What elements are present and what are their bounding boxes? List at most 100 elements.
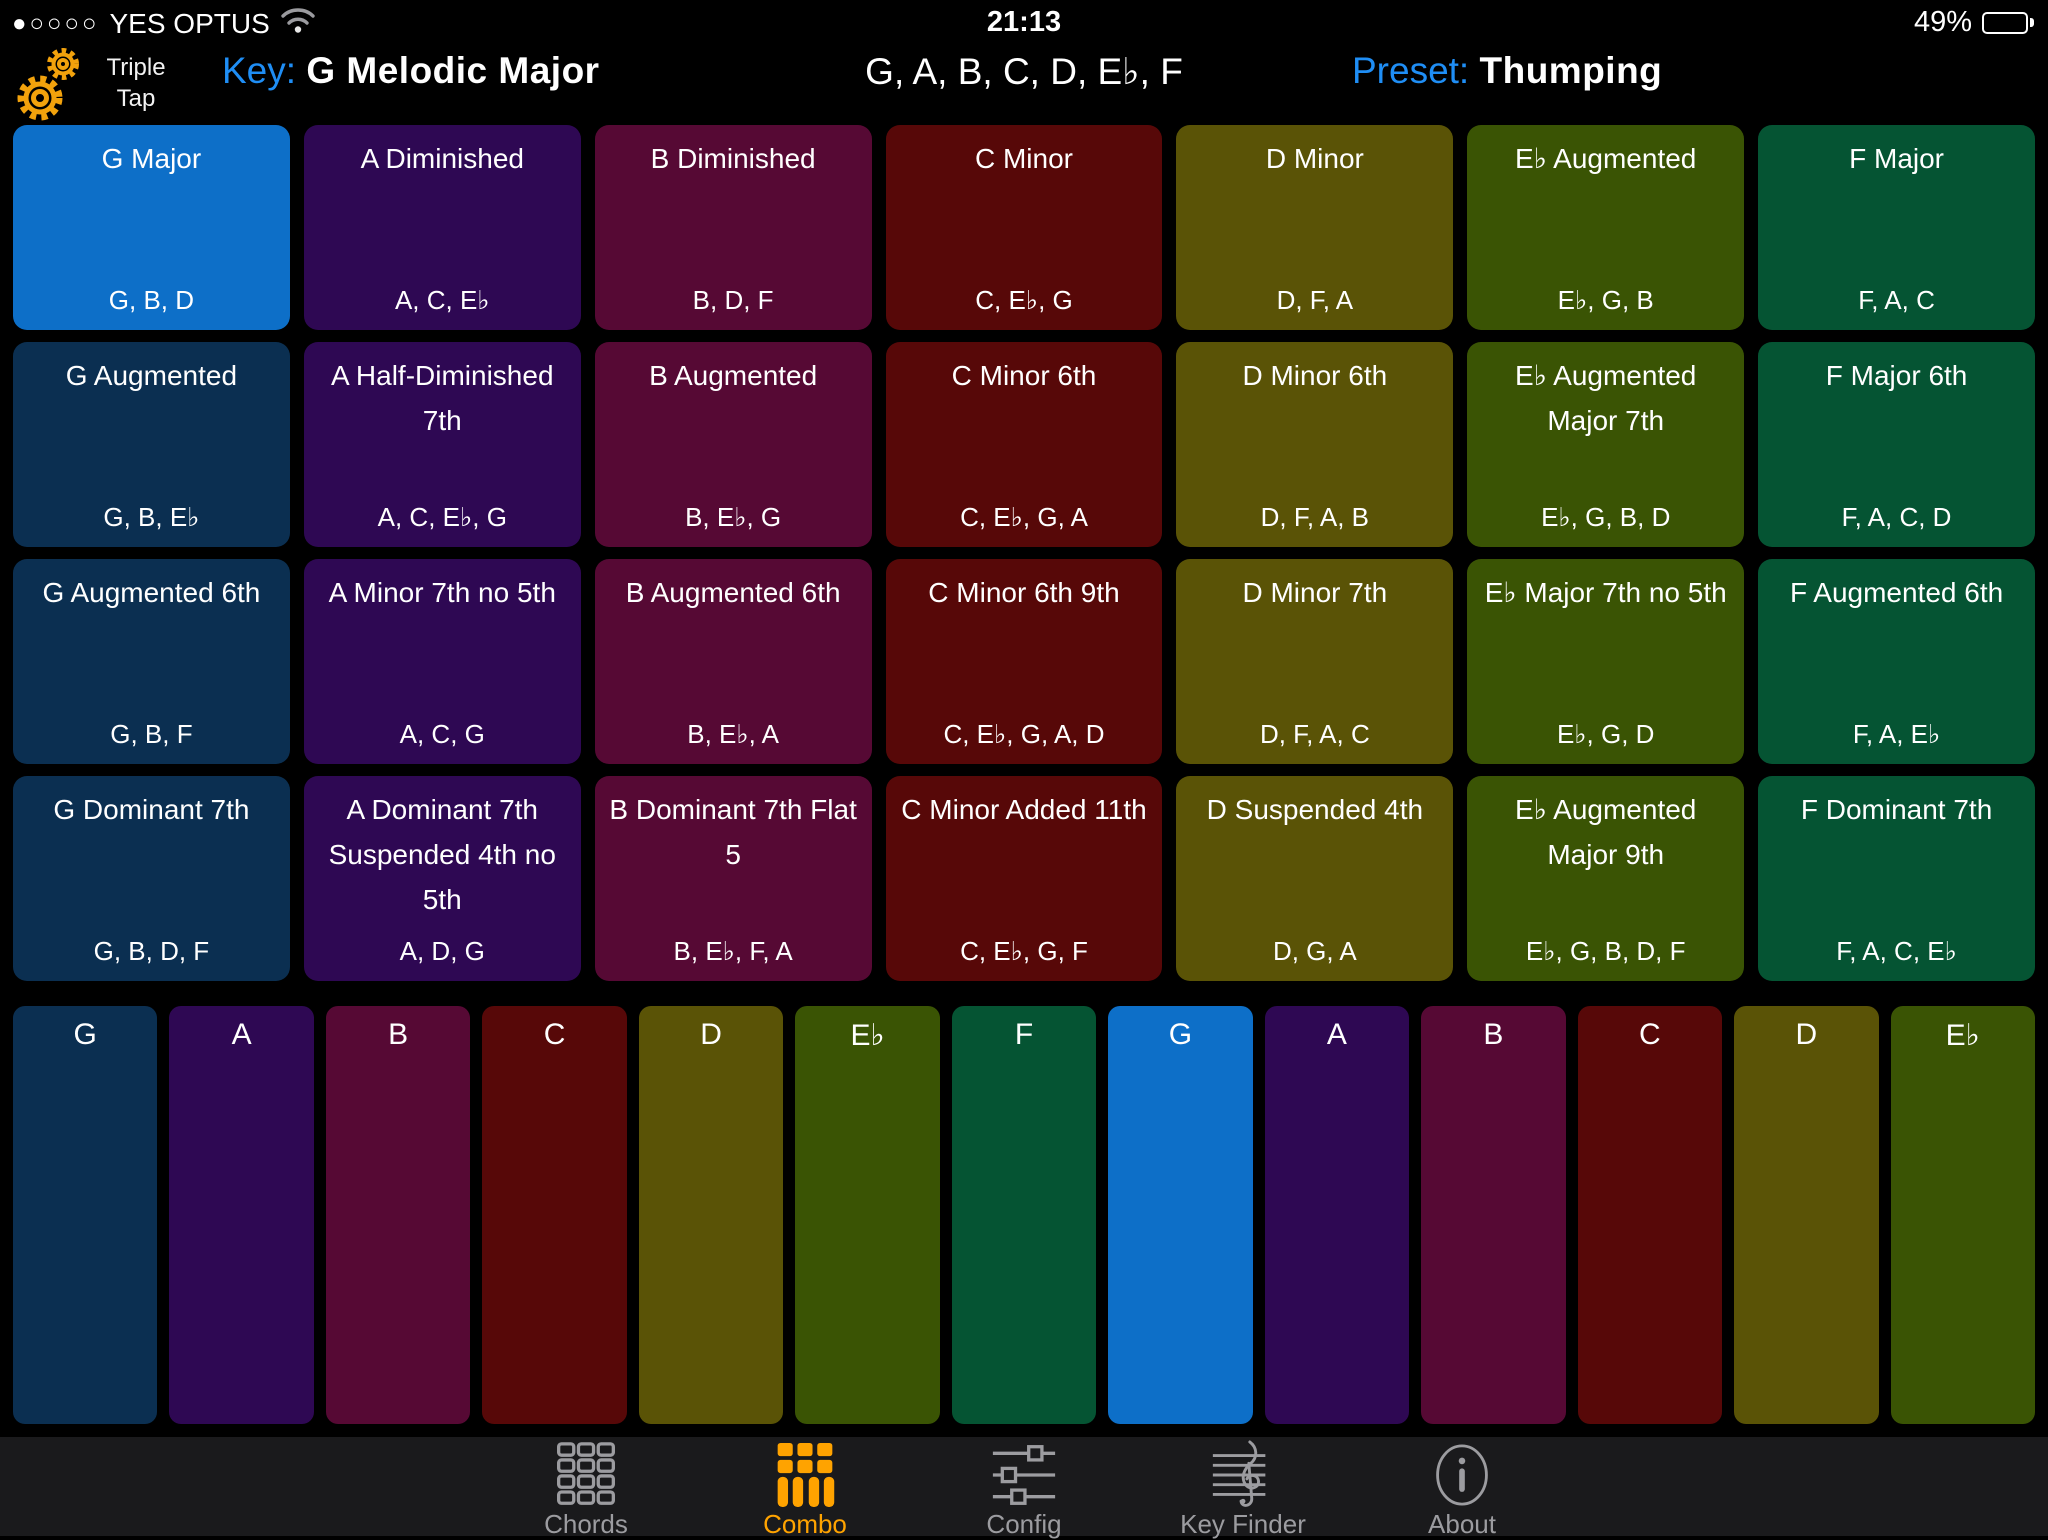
note-key-g-7[interactable]: G bbox=[1108, 1006, 1253, 1424]
chord-cell-a-half-diminished-7th[interactable]: A Half-Diminished 7th A, C, E♭, G bbox=[303, 342, 581, 547]
chord-notes: F, A, C, E♭ bbox=[1836, 936, 1957, 966]
chord-cell-d-minor[interactable]: D Minor D, F, A bbox=[1176, 125, 1454, 330]
chord-notes: C, E♭, G bbox=[975, 285, 1073, 315]
chord-cell-g-augmented-6th[interactable]: G Augmented 6th G, B, F bbox=[13, 559, 290, 764]
triple-tap-hint: Triple Tap bbox=[106, 54, 166, 113]
chord-cell-g-augmented[interactable]: G Augmented G, B, E♭ bbox=[13, 342, 290, 547]
note-key-f-6[interactable]: F bbox=[951, 1006, 1097, 1424]
chord-name: D Minor 6th bbox=[1242, 360, 1388, 391]
tab-about[interactable]: About bbox=[1353, 1437, 1572, 1540]
status-bar-left: ●○○○○ YES OPTUS bbox=[12, 6, 316, 41]
chord-name: F Major 6th bbox=[1825, 360, 1968, 391]
signal-strength-icon: ●○○○○ bbox=[12, 9, 100, 37]
settings-gear-button[interactable] bbox=[14, 42, 86, 126]
chord-notes: B, E♭, A bbox=[687, 719, 779, 749]
chord-grid: G Major G, B, D A Diminished A, C, E♭ B Dimi… bbox=[13, 125, 2035, 981]
chord-cell-eb-augmented-major-9th[interactable]: E♭ Augmented Major 9th E♭, G, B, D, F bbox=[1467, 776, 1745, 981]
chord-name: A Dominant 7th Suspended 4th no 5th bbox=[328, 794, 556, 915]
chord-name: G Augmented bbox=[65, 360, 238, 391]
chord-cell-d-minor-7th[interactable]: D Minor 7th D, F, A, C bbox=[1176, 559, 1454, 764]
wifi-icon bbox=[280, 6, 316, 41]
chord-cell-b-diminished[interactable]: B Diminished B, D, F bbox=[594, 125, 872, 330]
chord-name: D Minor 7th bbox=[1242, 577, 1388, 608]
chord-name: C Minor 6th bbox=[951, 360, 1097, 391]
chord-cell-c-minor[interactable]: C Minor C, E♭, G bbox=[885, 125, 1163, 330]
note-key-b-2[interactable]: B bbox=[325, 1006, 471, 1424]
config-icon bbox=[989, 1443, 1059, 1507]
tab-label: Chords bbox=[544, 1509, 628, 1539]
chord-name: A Half-Diminished 7th bbox=[331, 360, 554, 436]
note-key-c-3[interactable]: C bbox=[482, 1006, 627, 1424]
chord-cell-d-minor-6th[interactable]: D Minor 6th D, F, A, B bbox=[1176, 342, 1454, 547]
note-key-d-4[interactable]: D bbox=[638, 1006, 784, 1424]
chord-notes: A, C, E♭, G bbox=[377, 502, 507, 532]
chord-cell-eb-major-7th-no-5th[interactable]: E♭ Major 7th no 5th E♭, G, D bbox=[1467, 559, 1745, 764]
chord-cell-eb-augmented[interactable]: E♭ Augmented E♭, G, B bbox=[1467, 125, 1745, 330]
chord-cell-b-augmented-6th[interactable]: B Augmented 6th B, E♭, A bbox=[594, 559, 872, 764]
tab-key-finder[interactable]: Key Finder bbox=[1134, 1437, 1353, 1540]
chord-name: B Dominant 7th Flat 5 bbox=[609, 794, 857, 870]
tab-combo[interactable]: Combo bbox=[696, 1437, 915, 1540]
chord-cell-c-minor-added-11th[interactable]: C Minor Added 11th C, E♭, G, F bbox=[885, 776, 1163, 981]
note-key-eb-12[interactable]: E♭ bbox=[1890, 1006, 2035, 1424]
chord-name: E♭ Major 7th no 5th bbox=[1484, 577, 1727, 608]
keyfinder-icon bbox=[1210, 1440, 1276, 1507]
chord-name: G Dominant 7th bbox=[53, 794, 250, 825]
chord-notes: A, C, G bbox=[399, 719, 485, 749]
chord-cell-eb-augmented-major-7th[interactable]: E♭ Augmented Major 7th E♭, G, B, D bbox=[1467, 342, 1745, 547]
chord-cell-f-dominant-7th[interactable]: F Dominant 7th F, A, C, E♭ bbox=[1758, 776, 2035, 981]
chord-name: C Minor 6th 9th bbox=[928, 577, 1120, 608]
chord-name: E♭ Augmented bbox=[1515, 143, 1697, 174]
scale-notes: G, A, B, C, D, E♭, F bbox=[865, 51, 1183, 92]
note-key-a-8[interactable]: A bbox=[1264, 1006, 1410, 1424]
chord-cell-a-dominant-7th-suspended-4th-no-5th[interactable]: A Dominant 7th Suspended 4th no 5th A, D,… bbox=[303, 776, 581, 981]
key-selector[interactable]: Key: G Melodic Major bbox=[222, 50, 600, 92]
key-label: Key: bbox=[222, 50, 297, 91]
chord-cell-a-diminished[interactable]: A Diminished A, C, E♭ bbox=[303, 125, 581, 330]
preset-label: Preset: bbox=[1352, 50, 1470, 91]
chord-cell-f-augmented-6th[interactable]: F Augmented 6th F, A, E♭ bbox=[1758, 559, 2035, 764]
chord-cell-g-major[interactable]: G Major G, B, D bbox=[13, 125, 290, 330]
chord-notes: D, F, A, B bbox=[1260, 502, 1370, 532]
chord-cell-d-suspended-4th[interactable]: D Suspended 4th D, G, A bbox=[1176, 776, 1454, 981]
note-strip: G A B C D E♭ F G A B C D E♭ bbox=[13, 1006, 2035, 1424]
chord-notes: G, B, D, F bbox=[93, 936, 210, 966]
note-key-a-1[interactable]: A bbox=[169, 1006, 314, 1424]
note-key-g-0[interactable]: G bbox=[13, 1006, 158, 1424]
chord-cell-g-dominant-7th[interactable]: G Dominant 7th G, B, D, F bbox=[13, 776, 290, 981]
chord-name: F Dominant 7th bbox=[1800, 794, 1993, 825]
preset-value: Thumping bbox=[1479, 50, 1663, 91]
chord-notes: A, D, G bbox=[399, 936, 485, 966]
chord-notes: G, B, E♭ bbox=[103, 502, 200, 532]
chord-cell-a-minor-7th-no-5th[interactable]: A Minor 7th no 5th A, C, G bbox=[303, 559, 581, 764]
combo-icon bbox=[774, 1442, 836, 1508]
note-key-eb-5[interactable]: E♭ bbox=[795, 1006, 940, 1424]
preset-selector[interactable]: Preset: Thumping bbox=[1352, 50, 1662, 92]
chord-notes: A, C, E♭ bbox=[394, 285, 490, 315]
chord-notes: B, D, F bbox=[692, 285, 774, 315]
tab-chords[interactable]: Chords bbox=[477, 1437, 696, 1540]
chord-notes: B, E♭, F, A bbox=[673, 936, 793, 966]
battery-icon bbox=[1982, 11, 2034, 34]
chord-cell-f-major[interactable]: F Major F, A, C bbox=[1758, 125, 2035, 330]
chord-cell-b-dominant-7th-flat-5[interactable]: B Dominant 7th Flat 5 B, E♭, F, A bbox=[594, 776, 872, 981]
chord-notes: E♭, G, B, D bbox=[1541, 502, 1671, 532]
chord-name: E♭ Augmented Major 7th bbox=[1515, 360, 1697, 436]
tab-config[interactable]: Config bbox=[915, 1437, 1134, 1540]
chord-cell-b-augmented[interactable]: B Augmented B, E♭, G bbox=[594, 342, 872, 547]
battery-percent: 49% bbox=[1913, 6, 1972, 38]
chord-notes: E♭, G, B, D, F bbox=[1525, 936, 1686, 966]
chord-name: G Major bbox=[101, 143, 202, 174]
note-key-c-10[interactable]: C bbox=[1577, 1006, 1723, 1424]
chord-name: F Augmented 6th bbox=[1789, 577, 2004, 608]
chord-notes: D, F, A, C bbox=[1259, 719, 1370, 749]
carrier-name: YES OPTUS bbox=[109, 7, 270, 39]
chord-cell-f-major-6th[interactable]: F Major 6th F, A, C, D bbox=[1758, 342, 2035, 547]
note-key-d-11[interactable]: D bbox=[1734, 1006, 1879, 1424]
tab-label: Config bbox=[986, 1509, 1062, 1539]
chord-cell-c-minor-6th-9th[interactable]: C Minor 6th 9th C, E♭, G, A, D bbox=[885, 559, 1163, 764]
note-key-b-9[interactable]: B bbox=[1421, 1006, 1566, 1424]
chord-notes: B, E♭, G bbox=[685, 502, 782, 532]
chord-name: D Minor bbox=[1265, 143, 1364, 174]
chord-cell-c-minor-6th[interactable]: C Minor 6th C, E♭, G, A bbox=[885, 342, 1163, 547]
